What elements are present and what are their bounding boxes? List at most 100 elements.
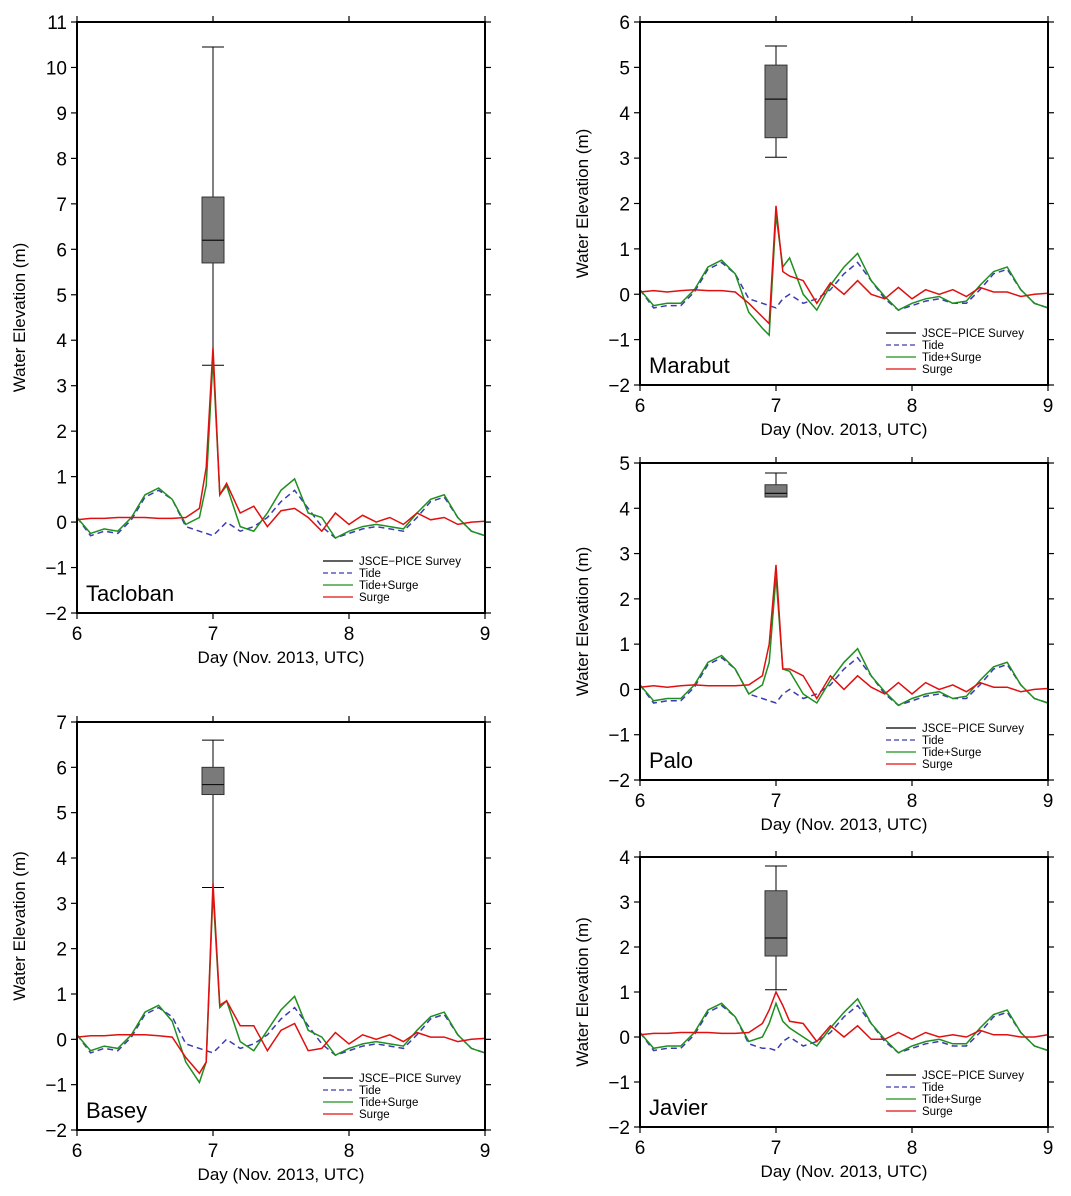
- station-label: Marabut: [649, 353, 730, 378]
- y-tick-label: 5: [619, 454, 630, 475]
- y-tick-label: 2: [619, 590, 630, 611]
- series-tide-line: [640, 1004, 1048, 1054]
- y-tick-label: 9: [56, 104, 67, 125]
- panel-javier: −2 −1 0 1 2 3 4 6 7 8 9 Day (Nov. 2013, UTC) Water E…: [573, 848, 1054, 1181]
- x-tick-label: 6: [635, 396, 646, 417]
- station-label: Tacloban: [86, 581, 174, 606]
- station-label: Javier: [649, 1095, 708, 1120]
- legend-label: Tide+Surge: [922, 1094, 981, 1106]
- x-tick-label: 8: [907, 1138, 918, 1159]
- x-tick-label: 9: [480, 1141, 491, 1162]
- series-tide-line: [77, 1006, 485, 1057]
- x-axis-label: Day (Nov. 2013, UTC): [198, 648, 365, 667]
- y-tick-label: −1: [608, 331, 630, 352]
- x-tick-label: 9: [480, 624, 491, 645]
- y-tick-label: 4: [619, 104, 630, 125]
- y-tick-label: −1: [608, 726, 630, 747]
- legend-label: Surge: [922, 364, 953, 376]
- x-axis-label: Day (Nov. 2013, UTC): [761, 420, 928, 439]
- x-tick-label: 6: [635, 791, 646, 812]
- series-surge-line: [640, 990, 1048, 1043]
- y-tick-label: −2: [608, 771, 630, 792]
- y-tick-label: 1: [56, 468, 67, 489]
- x-tick-label: 6: [635, 1138, 646, 1159]
- x-tick-label: 9: [1043, 396, 1054, 417]
- series-surge-line: [77, 347, 485, 533]
- plot-frame: [639, 856, 1049, 1128]
- x-tick-label: 8: [344, 624, 355, 645]
- y-tick-label: −1: [608, 1073, 630, 1094]
- panel-marabut: −2 −1 0 1 2 3 4 5 6 6 7 8 9 Day (Nov. 2013, UTC) Water…: [573, 13, 1054, 439]
- x-axis-label: Day (Nov. 2013, UTC): [198, 1165, 365, 1184]
- series-tide-line: [640, 261, 1048, 311]
- y-tick-label: −1: [45, 1076, 67, 1097]
- y-tick-label: 2: [56, 422, 67, 443]
- x-axis-label: Day (Nov. 2013, UTC): [761, 815, 928, 834]
- x-tick-label: 8: [344, 1141, 355, 1162]
- station-label: Basey: [86, 1098, 147, 1123]
- plot-frame: [76, 21, 486, 614]
- x-tick-label: 6: [72, 1141, 83, 1162]
- legend-label: JSCE−PICE Survey: [359, 1073, 461, 1085]
- y-tick-label: 7: [56, 195, 67, 216]
- box-iqr: [201, 196, 225, 264]
- y-tick-label: 0: [619, 680, 630, 701]
- series-tide-surge-line: [77, 358, 485, 539]
- x-tick-label: 7: [771, 791, 782, 812]
- legend-label: Surge: [359, 592, 390, 604]
- series-tide-surge-line: [640, 997, 1048, 1054]
- y-tick-label: 6: [619, 13, 630, 34]
- x-tick-label: 9: [1043, 791, 1054, 812]
- x-tick-label: 7: [208, 624, 219, 645]
- plot-frame: [76, 721, 486, 1131]
- legend-label: Tide: [922, 735, 944, 747]
- legend-label: Tide: [922, 340, 944, 352]
- y-tick-label: −2: [608, 376, 630, 397]
- legend-label: Tide+Surge: [359, 1097, 418, 1109]
- legend-label: Tide: [922, 1082, 944, 1094]
- y-tick-label: 3: [619, 545, 630, 566]
- y-axis-label: Water Elevation (m): [573, 917, 592, 1067]
- x-axis-label: Day (Nov. 2013, UTC): [761, 1162, 928, 1181]
- legend-label: Tide: [359, 568, 381, 580]
- box-iqr: [764, 484, 788, 498]
- x-tick-label: 7: [771, 396, 782, 417]
- y-tick-label: 3: [56, 894, 67, 915]
- legend-label: Surge: [359, 1109, 390, 1121]
- y-tick-label: 11: [47, 13, 67, 34]
- y-axis-label: Water Elevation (m): [10, 851, 29, 1001]
- legend-label: Tide: [359, 1085, 381, 1097]
- box-iqr: [764, 890, 788, 957]
- series-tide-line: [640, 656, 1048, 707]
- y-tick-label: 6: [56, 240, 67, 261]
- y-tick-label: 2: [619, 938, 630, 959]
- legend-label: Surge: [922, 1106, 953, 1118]
- legend-label: JSCE−PICE Survey: [922, 328, 1024, 340]
- y-tick-label: 8: [56, 149, 67, 170]
- x-tick-label: 8: [907, 791, 918, 812]
- x-tick-label: 6: [72, 624, 83, 645]
- y-tick-label: 1: [619, 635, 630, 656]
- legend-label: Tide+Surge: [359, 580, 418, 592]
- y-tick-label: 6: [56, 758, 67, 779]
- panel-palo: −2 −1 0 1 2 3 4 5 6 7 8 9 Day (Nov. 2013, UTC) Water …: [573, 454, 1054, 834]
- series-surge-line: [640, 205, 1048, 326]
- y-tick-label: 0: [56, 1030, 67, 1051]
- y-tick-label: 4: [56, 849, 67, 870]
- legend-label: JSCE−PICE Survey: [922, 1070, 1024, 1082]
- y-tick-label: −2: [45, 1121, 67, 1142]
- legend-label: JSCE−PICE Survey: [359, 556, 461, 568]
- plot-frame: [639, 462, 1049, 781]
- y-tick-label: 10: [46, 58, 67, 79]
- station-label: Palo: [649, 748, 693, 773]
- y-tick-label: 4: [619, 499, 630, 520]
- legend-label: JSCE−PICE Survey: [922, 723, 1024, 735]
- y-tick-label: 3: [619, 149, 630, 170]
- x-tick-label: 9: [1043, 1138, 1054, 1159]
- series-surge-line: [77, 882, 485, 1075]
